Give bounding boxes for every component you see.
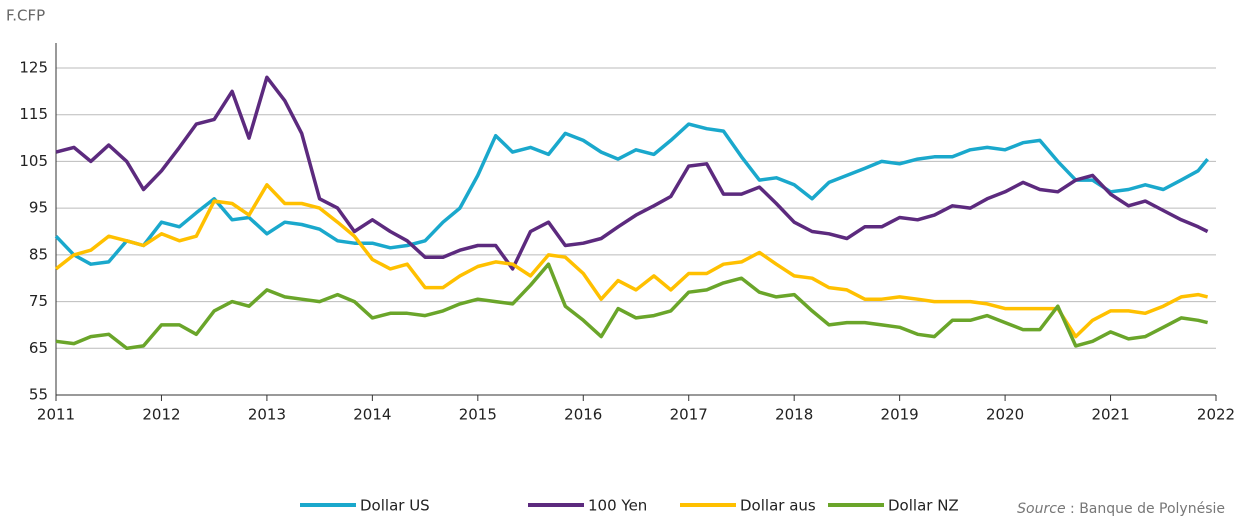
y-tick-label: 125 bbox=[19, 59, 48, 77]
y-tick-label: 105 bbox=[19, 152, 48, 170]
y-tick-label: 55 bbox=[29, 386, 48, 404]
legend-label: Dollar NZ bbox=[888, 497, 959, 515]
x-tick-label: 2012 bbox=[142, 406, 180, 424]
x-tick-label: 2013 bbox=[248, 406, 286, 424]
y-tick-label: 95 bbox=[29, 199, 48, 217]
series-line bbox=[54, 183, 1209, 339]
x-tick-label: 2015 bbox=[459, 406, 497, 424]
y-tick-label: 75 bbox=[29, 292, 48, 310]
legend-label: 100 Yen bbox=[588, 497, 647, 515]
x-tick-label: 2022 bbox=[1197, 406, 1235, 424]
y-tick-label: 85 bbox=[29, 245, 48, 263]
x-tick-label: 2016 bbox=[564, 406, 602, 424]
legend-label: Dollar aus bbox=[740, 497, 816, 515]
source-note: Source : Banque de Polynésie bbox=[1017, 501, 1225, 517]
series-line bbox=[55, 262, 1209, 351]
legend-label: Dollar US bbox=[360, 497, 430, 515]
x-tick-label: 2020 bbox=[986, 406, 1024, 424]
series-line bbox=[54, 122, 1209, 266]
x-tick-label: 2019 bbox=[881, 406, 919, 424]
x-tick-label: 2014 bbox=[353, 406, 391, 424]
x-tick-label: 2017 bbox=[670, 406, 708, 424]
y-axis-label: F.CFP bbox=[6, 7, 45, 25]
series-line bbox=[55, 75, 1209, 271]
source-text: : Banque de Polynésie bbox=[1066, 501, 1225, 517]
y-tick-label: 115 bbox=[19, 105, 48, 123]
x-tick-label: 2018 bbox=[775, 406, 813, 424]
y-tick-label: 65 bbox=[29, 339, 48, 357]
x-tick-label: 2011 bbox=[37, 406, 75, 424]
source-label: Source bbox=[1017, 501, 1065, 517]
x-tick-label: 2021 bbox=[1091, 406, 1129, 424]
